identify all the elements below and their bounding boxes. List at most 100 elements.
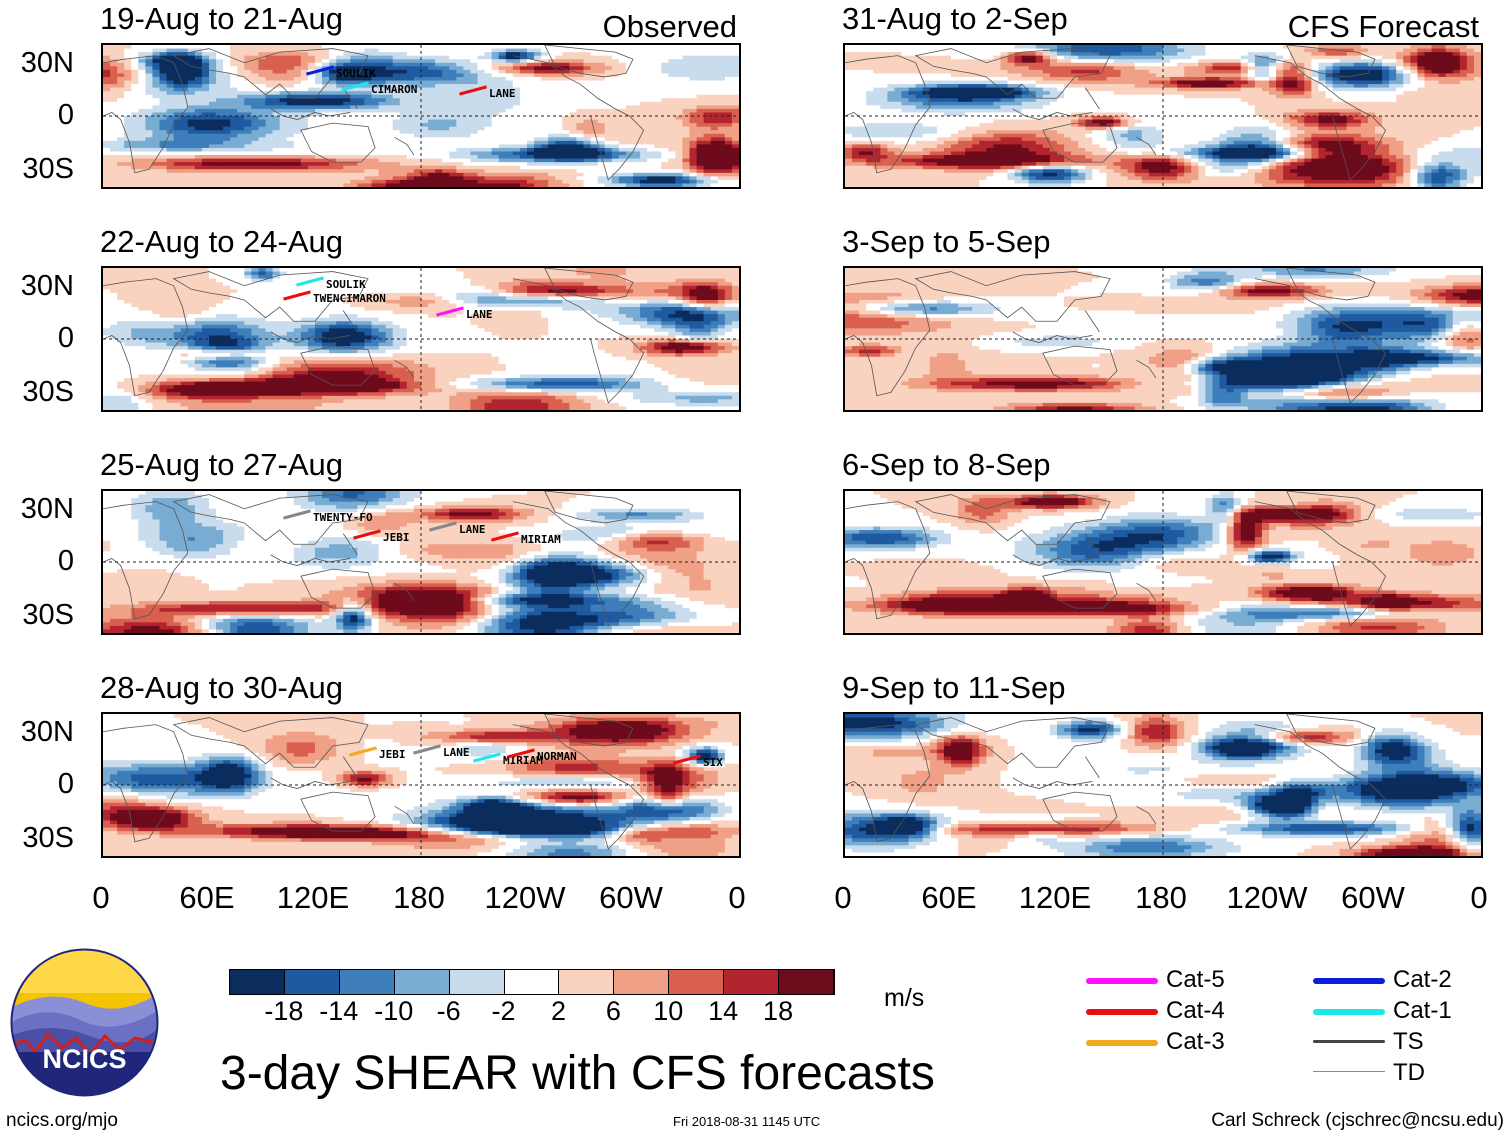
shear-cell bbox=[647, 59, 655, 64]
shear-cell bbox=[640, 126, 648, 131]
shear-cell bbox=[336, 268, 344, 273]
shear-cell bbox=[279, 98, 288, 103]
shear-cell bbox=[336, 282, 344, 287]
shear-cell bbox=[442, 91, 450, 96]
shear-cell bbox=[166, 87, 175, 92]
shear-cell bbox=[194, 296, 203, 301]
shear-cell bbox=[152, 62, 161, 67]
shear-cell bbox=[272, 147, 281, 153]
shear-cell bbox=[117, 87, 125, 92]
shear-cell bbox=[117, 91, 125, 96]
shear-cell bbox=[357, 176, 365, 181]
shear-cell bbox=[138, 108, 146, 113]
shear-cell bbox=[251, 133, 259, 138]
shear-cell bbox=[484, 105, 493, 110]
shear-cell bbox=[717, 155, 726, 160]
shear-cell bbox=[491, 158, 500, 163]
shear-cell bbox=[286, 55, 295, 60]
shear-cell bbox=[350, 133, 358, 138]
shear-cell bbox=[449, 169, 457, 174]
shear-cell bbox=[201, 183, 210, 187]
shear-cell bbox=[173, 165, 182, 170]
shear-cell bbox=[166, 84, 175, 89]
shear-cell bbox=[237, 48, 245, 53]
shear-cell bbox=[456, 105, 464, 110]
shear-cell bbox=[406, 69, 415, 74]
shear-cell bbox=[187, 328, 196, 333]
shear-cell bbox=[180, 158, 189, 163]
shear-cell bbox=[534, 84, 542, 89]
shear-cell bbox=[223, 116, 231, 121]
shear-cell bbox=[110, 381, 118, 386]
shear-cell bbox=[209, 296, 217, 301]
shear-cell bbox=[611, 151, 620, 156]
shear-cell bbox=[237, 271, 245, 276]
shear-cell bbox=[293, 130, 302, 135]
shear-cell bbox=[498, 87, 507, 92]
shear-cell bbox=[604, 147, 613, 153]
shear-cell bbox=[293, 289, 302, 294]
shear-cell bbox=[265, 299, 274, 305]
shear-cell bbox=[343, 155, 351, 160]
shear-cell bbox=[201, 381, 210, 386]
shear-cell bbox=[703, 62, 712, 67]
shear-cell bbox=[145, 335, 153, 340]
shear-cell bbox=[223, 137, 231, 142]
shear-cell bbox=[421, 126, 429, 131]
shear-cell bbox=[187, 317, 196, 322]
shear-cell bbox=[152, 155, 161, 160]
shear-cell bbox=[194, 151, 203, 156]
shear-cell bbox=[307, 402, 316, 407]
shear-cell bbox=[449, 126, 457, 131]
shear-cell bbox=[682, 87, 691, 92]
shear-cell bbox=[124, 179, 132, 184]
shear-cell bbox=[286, 363, 295, 368]
shear-cell bbox=[484, 123, 493, 128]
shear-cell bbox=[421, 155, 429, 160]
shear-cell bbox=[230, 303, 238, 308]
shear-cell bbox=[244, 155, 252, 160]
shear-cell bbox=[216, 179, 224, 184]
shear-cell bbox=[512, 130, 521, 135]
shear-cell bbox=[590, 162, 599, 167]
shear-cell bbox=[329, 399, 337, 404]
shear-cell bbox=[159, 55, 168, 60]
shear-cell bbox=[618, 151, 627, 156]
shear-cell bbox=[117, 94, 125, 99]
shear-cell bbox=[173, 172, 182, 177]
shear-cell bbox=[534, 155, 542, 160]
shear-cell bbox=[406, 137, 415, 142]
shear-cell bbox=[654, 84, 662, 89]
shear-cell bbox=[548, 176, 556, 181]
shear-cell bbox=[562, 179, 570, 184]
shear-cell bbox=[173, 91, 182, 96]
shear-cell bbox=[131, 66, 139, 71]
shear-cell bbox=[413, 151, 422, 156]
shear-cell bbox=[307, 374, 316, 379]
shear-cell bbox=[413, 105, 422, 110]
shear-cell bbox=[343, 137, 351, 142]
shear-cell bbox=[562, 101, 570, 106]
shear-cell bbox=[541, 62, 549, 67]
shear-cell bbox=[131, 374, 139, 379]
shear-cell bbox=[633, 94, 641, 99]
shear-cell bbox=[519, 133, 528, 138]
shear-cell bbox=[237, 399, 245, 404]
shear-cell bbox=[421, 176, 429, 181]
shear-cell bbox=[244, 62, 252, 67]
shear-cell bbox=[717, 147, 726, 153]
shear-cell bbox=[703, 94, 712, 99]
shear-cell bbox=[661, 162, 669, 167]
shear-cell bbox=[300, 73, 309, 78]
shear-cell bbox=[187, 278, 196, 283]
shear-cell bbox=[654, 130, 662, 135]
shear-cell bbox=[675, 98, 683, 103]
shear-cell bbox=[413, 94, 422, 99]
shear-cell bbox=[103, 73, 111, 78]
shear-cell bbox=[286, 66, 295, 71]
shear-cell bbox=[251, 112, 259, 117]
shear-cell bbox=[541, 165, 549, 170]
shear-cell bbox=[590, 116, 599, 121]
shear-cell bbox=[385, 48, 394, 53]
shear-cell bbox=[611, 91, 620, 96]
